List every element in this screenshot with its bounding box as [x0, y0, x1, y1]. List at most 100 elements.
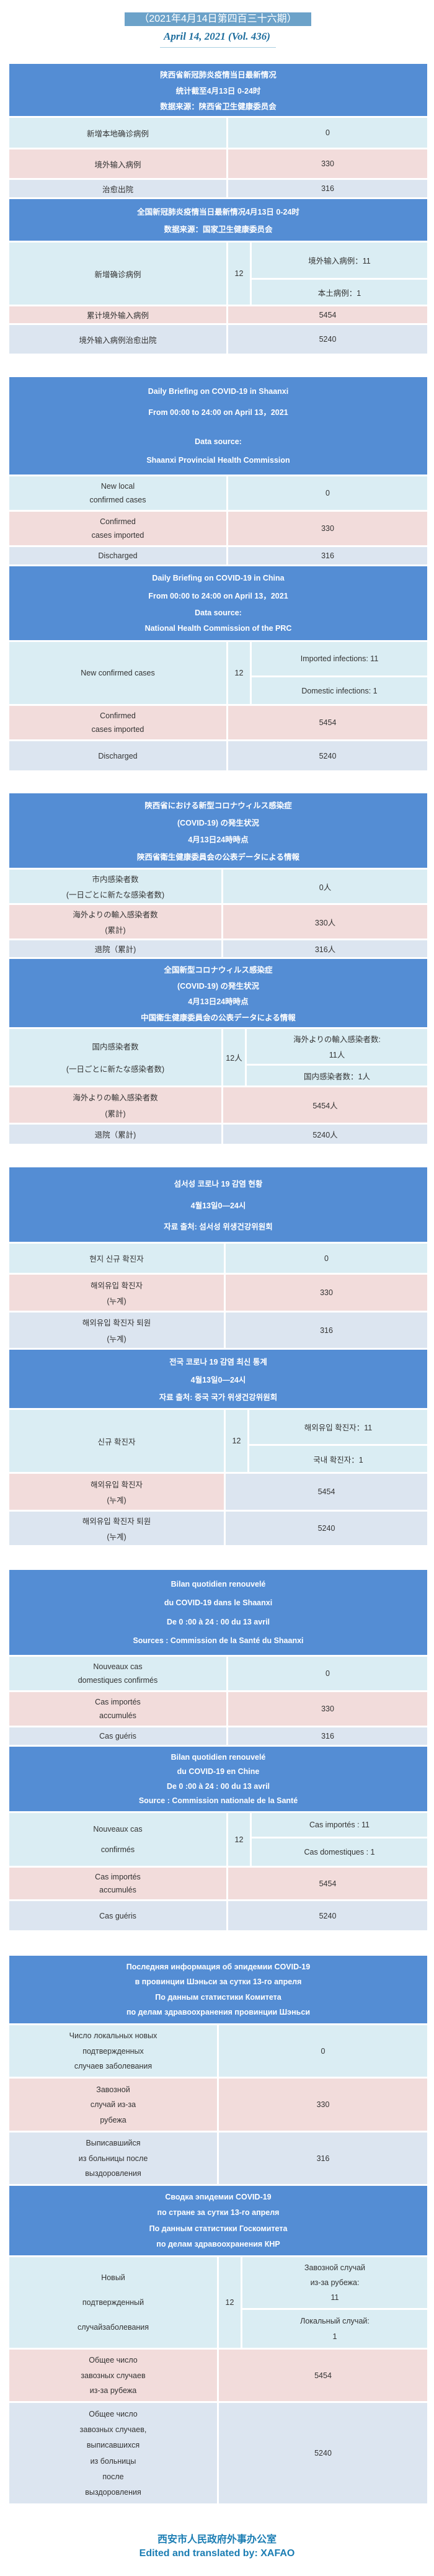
value-text: 330	[320, 1288, 333, 1297]
label-line: 신규 확진자	[97, 1437, 136, 1446]
row-value: 0	[219, 2025, 427, 2077]
label-line: выздоровления	[85, 2487, 141, 2497]
label-line: 현지 신규 확진자	[89, 1255, 144, 1263]
table-row: 해외유입 확진자 (누계) 5454	[9, 1474, 427, 1510]
value-text: 5240	[319, 751, 337, 760]
row-label: 新增本地确诊病例	[9, 118, 226, 148]
row-value: 0	[228, 1657, 427, 1690]
table-row: 退院（累計) 5240人	[9, 1125, 427, 1144]
label-line: случаев заболевания	[74, 2061, 153, 2070]
label-line: 市内感染者数	[92, 875, 139, 885]
row-value: 0	[226, 1244, 427, 1273]
row-value: 330	[228, 512, 427, 545]
header-line: 4월13일0—24시	[190, 1375, 246, 1384]
label-line: Cas importés : 11	[309, 1821, 370, 1829]
row-label: 累计境外输入病例	[9, 306, 226, 323]
row-value: 0	[228, 476, 427, 510]
label-line: выписавшихся	[86, 2441, 140, 2450]
row-label: Nouveaux cas confirmés	[9, 1813, 226, 1866]
label-line: 해외유입 확진자：11	[304, 1424, 373, 1432]
label-line: Cas guéris	[99, 1732, 136, 1740]
value-text: 5240	[319, 1911, 337, 1920]
domestic-count: Domestic infections: 1	[252, 677, 427, 704]
table-row: Nouveaux cas domestiques confirmés 0	[9, 1657, 427, 1690]
table-row: Выписавшийся из больницы после выздоровлен…	[9, 2133, 427, 2184]
row-label: 해외유입 확진자 퇴원 (누계)	[9, 1512, 224, 1545]
header-line: по делам здравоохранения КНР	[156, 2239, 280, 2248]
imported-count: Cas importés : 11	[252, 1813, 427, 1837]
row-value: 330	[228, 149, 427, 178]
issue-badge: （2021年4月14日第四百三十六期）	[125, 12, 311, 26]
label-line: 境外输入病例治愈出院	[79, 336, 157, 345]
label-line: (累計)	[105, 925, 126, 935]
label-line: 新增确诊病例	[94, 270, 141, 279]
header-line: De 0 :00 à 24 : 00 du 13 avril	[166, 1781, 270, 1791]
label-line: Cas importés	[95, 1872, 141, 1881]
label-line: 累计境外输入病例	[86, 311, 149, 320]
value-text: 5454	[319, 718, 337, 727]
value-text: 330	[321, 159, 334, 168]
header-line: 陝西省における新型コロナウィルス感染症	[144, 801, 292, 810]
table-row: 境外输入病例 330	[9, 149, 427, 178]
header-line: 자료 출처: 중국 국가 위생건강위원회	[159, 1393, 278, 1402]
table-row: New local confirmed cases 0	[9, 476, 427, 510]
label-line: Cas importés	[95, 1697, 141, 1706]
row-value: 5454	[226, 1474, 427, 1510]
value-text: 316	[321, 184, 334, 193]
label-line: 治愈出院	[102, 185, 133, 194]
table-row: Discharged 316	[9, 547, 427, 564]
value-text: 316	[316, 2154, 330, 2163]
header-line: Shaanxi Provincial Health Commission	[146, 456, 290, 465]
value-text: 0	[326, 1669, 330, 1678]
header-line: По данным статистики Госкомитета	[149, 2224, 288, 2233]
row-value: 0人	[223, 870, 427, 903]
issue-date: April 14, 2021 (Vol. 436)	[164, 30, 270, 42]
total-value: 12	[228, 243, 250, 305]
table-row: 累计境外输入病例 5454	[9, 306, 427, 323]
row-label: 신규 확진자	[9, 1410, 224, 1472]
table-row: 海外よりの輸入感染者数 (累計) 5454人	[9, 1087, 427, 1123]
label-line: подтвержденных	[82, 2046, 144, 2056]
label-line: 해외유입 확진자	[91, 1281, 143, 1290]
label-line: (一日ごとに新たな感染者数)	[66, 1065, 165, 1074]
label-line: из-за рубежа	[89, 2386, 137, 2395]
header-line: From 00:00 to 24:00 on April 13，2021	[148, 592, 288, 601]
domestic-count: Локальный случай: 1	[242, 2310, 427, 2348]
header-line: 全国新冠肺炎疫情当日最新情况4月13日 0-24时	[137, 207, 299, 216]
breakdown: Cas importés : 11 Cas domestiques : 1	[252, 1813, 427, 1866]
province-header: Последняя информация об эпидемии COVID-1…	[9, 1956, 427, 2023]
value-text: 5240人	[312, 1131, 338, 1139]
label-line: Confirmed	[100, 517, 136, 526]
breakdown: 境外输入病例：11 本土病例：1	[252, 243, 427, 305]
row-value: 5454	[228, 306, 427, 323]
header-line: 4月13日24時時点	[188, 997, 249, 1007]
domestic-count: 국내 확진자：1	[249, 1446, 427, 1472]
province-header: Bilan quotidien renouvelé du COVID-19 dan…	[9, 1570, 427, 1655]
row-value: 0	[228, 118, 427, 148]
national-header: 전국 코로나 19 감염 최신 통계 4월13일0—24시 자료 출처: 중국 국가…	[9, 1350, 427, 1408]
row-label: Nouveaux cas domestiques confirmés	[9, 1657, 226, 1690]
value-text: 0人	[319, 883, 332, 892]
table-row: Число локальных новых подтвержденных случа…	[9, 2025, 427, 2077]
table-row: Confirmed cases imported 5454	[9, 706, 427, 739]
table-row: Discharged 5240	[9, 741, 427, 770]
total-value: 12	[226, 1410, 247, 1472]
header-line: Последняя информация об эпидемии COVID-1…	[126, 1962, 311, 1971]
header-line: 数据来源：陕西省卫生健康委员会	[160, 102, 277, 112]
table-row: Cas guéris 5240	[9, 1901, 427, 1930]
label-line: 海外よりの輸入感染者数	[73, 911, 158, 920]
row-label: Cas importés accumulés	[9, 1692, 226, 1726]
value-text: 330	[316, 2100, 330, 2109]
value-text: 0	[324, 1254, 329, 1263]
value-text: 12	[234, 1835, 244, 1844]
label-line: выздоровления	[85, 2168, 141, 2178]
label-line: 本土病例：1	[317, 288, 361, 298]
row-value: 316	[228, 547, 427, 564]
header-line: 全国新型コロナウィルス感染症	[164, 965, 273, 974]
value-text: 5240	[317, 1524, 335, 1533]
label-line: случайзаболевания	[77, 2323, 149, 2332]
label-line: 海外よりの輸入感染者数	[73, 1094, 158, 1103]
row-value: 5240	[226, 1512, 427, 1545]
header-line: Data source:	[195, 608, 242, 617]
section-en: Daily Briefing on COVID-19 in Shaanxi Fro…	[9, 377, 427, 770]
